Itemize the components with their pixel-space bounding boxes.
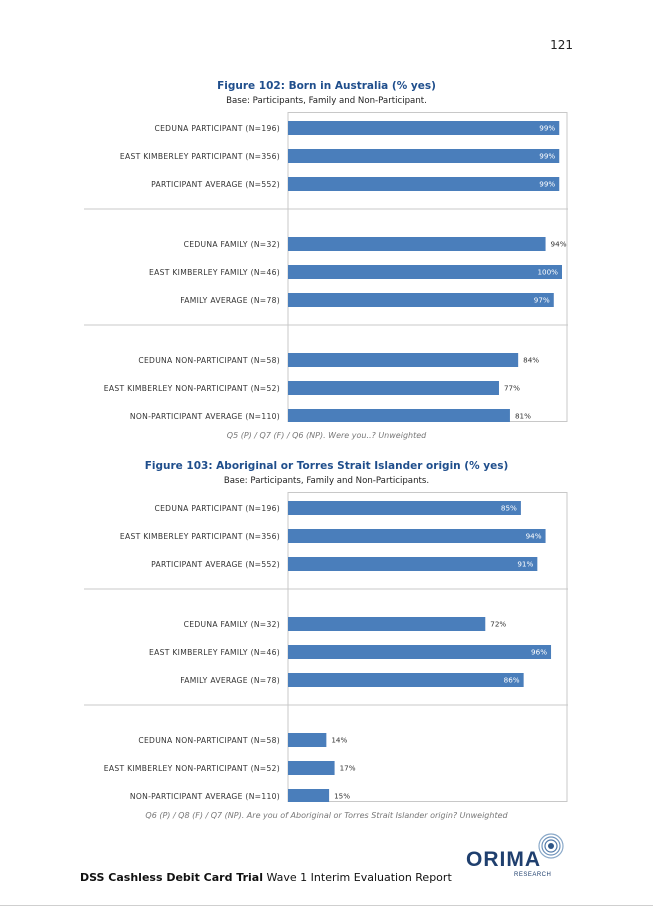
figure-103-chart: CEDUNA PARTICIPANT (N=196) 85% EAST KIMBER… [84,492,568,802]
category-label: EAST KIMBERLEY PARTICIPANT (N=356) [120,532,280,541]
footer-title: DSS Cashless Debit Card Trial [80,871,263,884]
value-label: 99% [539,180,555,189]
bar [288,237,546,251]
logo-name: ORIMA [466,848,541,871]
orima-logo-svg: ORIMA RESEARCH [466,833,564,878]
value-label: 99% [539,124,555,133]
bar [288,293,554,307]
bar [288,353,519,367]
footer-subtitle: Wave 1 Interim Evaluation Report [262,871,452,884]
category-label: CEDUNA NON-PARTICIPANT (N=58) [138,736,280,745]
category-label: PARTICIPANT AVERAGE (N=552) [151,560,280,569]
category-label: EAST KIMBERLEY FAMILY (N=46) [149,648,280,657]
footer: DSS Cashless Debit Card Trial Wave 1 Int… [80,871,452,884]
value-label: 94% [526,532,542,541]
value-label: 17% [340,764,356,773]
bar [288,529,546,543]
category-label: EAST KIMBERLEY NON-PARTICIPANT (N=52) [104,764,280,773]
value-label: 15% [334,792,350,801]
bar [288,673,524,687]
value-label: 86% [504,676,520,685]
value-label: 81% [515,412,531,421]
value-label: 77% [504,384,520,393]
category-label: CEDUNA PARTICIPANT (N=196) [154,124,280,133]
figure-102-svg: CEDUNA PARTICIPANT (N=196) 99% EAST KIMBER… [84,112,568,422]
bar [288,617,486,631]
page-number: 121 [550,38,573,52]
bar [288,177,560,191]
bar [288,501,521,515]
value-label: 84% [523,356,539,365]
value-label: 96% [531,648,547,657]
category-label: NON-PARTICIPANT AVERAGE (N=110) [130,412,280,421]
category-label: FAMILY AVERAGE (N=78) [180,296,280,305]
figure-103-base: Base: Participants, Family and Non-Parti… [223,476,430,486]
category-label: CEDUNA FAMILY (N=32) [184,240,280,249]
figure-102-title: Figure 102: Born in Australia (% yes) [217,80,436,92]
category-label: EAST KIMBERLEY PARTICIPANT (N=356) [120,152,280,161]
bar [288,789,330,802]
category-label: NON-PARTICIPANT AVERAGE (N=110) [130,792,280,801]
bar [288,557,538,571]
value-label: 85% [501,504,517,513]
bar [288,265,562,279]
bar [288,381,499,395]
bar [288,761,335,775]
bar [288,645,552,659]
category-label: CEDUNA PARTICIPANT (N=196) [154,504,280,513]
value-label: 91% [517,560,533,569]
value-label: 14% [331,736,347,745]
figure-102-chart: CEDUNA PARTICIPANT (N=196) 99% EAST KIMBER… [84,112,568,422]
bottom-rule [0,905,653,906]
category-label: EAST KIMBERLEY NON-PARTICIPANT (N=52) [104,384,280,393]
figure-103-title: Figure 103: Aboriginal or Torres Strait … [144,460,509,472]
value-label: 97% [534,296,550,305]
logo-sub: RESEARCH [514,872,551,878]
orima-logo: ORIMA RESEARCH [464,832,574,880]
category-label: FAMILY AVERAGE (N=78) [180,676,280,685]
category-label: PARTICIPANT AVERAGE (N=552) [151,180,280,189]
value-label: 94% [551,240,567,249]
category-label: CEDUNA NON-PARTICIPANT (N=58) [138,356,280,365]
figure-103-note: Q6 (P) / Q8 (F) / Q7 (NP). Are you of Ab… [145,811,508,820]
category-label: CEDUNA FAMILY (N=32) [184,620,280,629]
bar [288,409,510,422]
figure-102-note: Q5 (P) / Q7 (F) / Q6 (NP). Were you..? U… [226,431,427,440]
bar [288,121,560,135]
bar [288,149,560,163]
figure-103-svg: CEDUNA PARTICIPANT (N=196) 85% EAST KIMBER… [84,492,568,802]
category-label: EAST KIMBERLEY FAMILY (N=46) [149,268,280,277]
value-label: 100% [537,268,558,277]
value-label: 99% [539,152,555,161]
figure-102-base: Base: Participants, Family and Non-Parti… [226,96,427,106]
bar [288,733,327,747]
value-label: 72% [490,620,506,629]
